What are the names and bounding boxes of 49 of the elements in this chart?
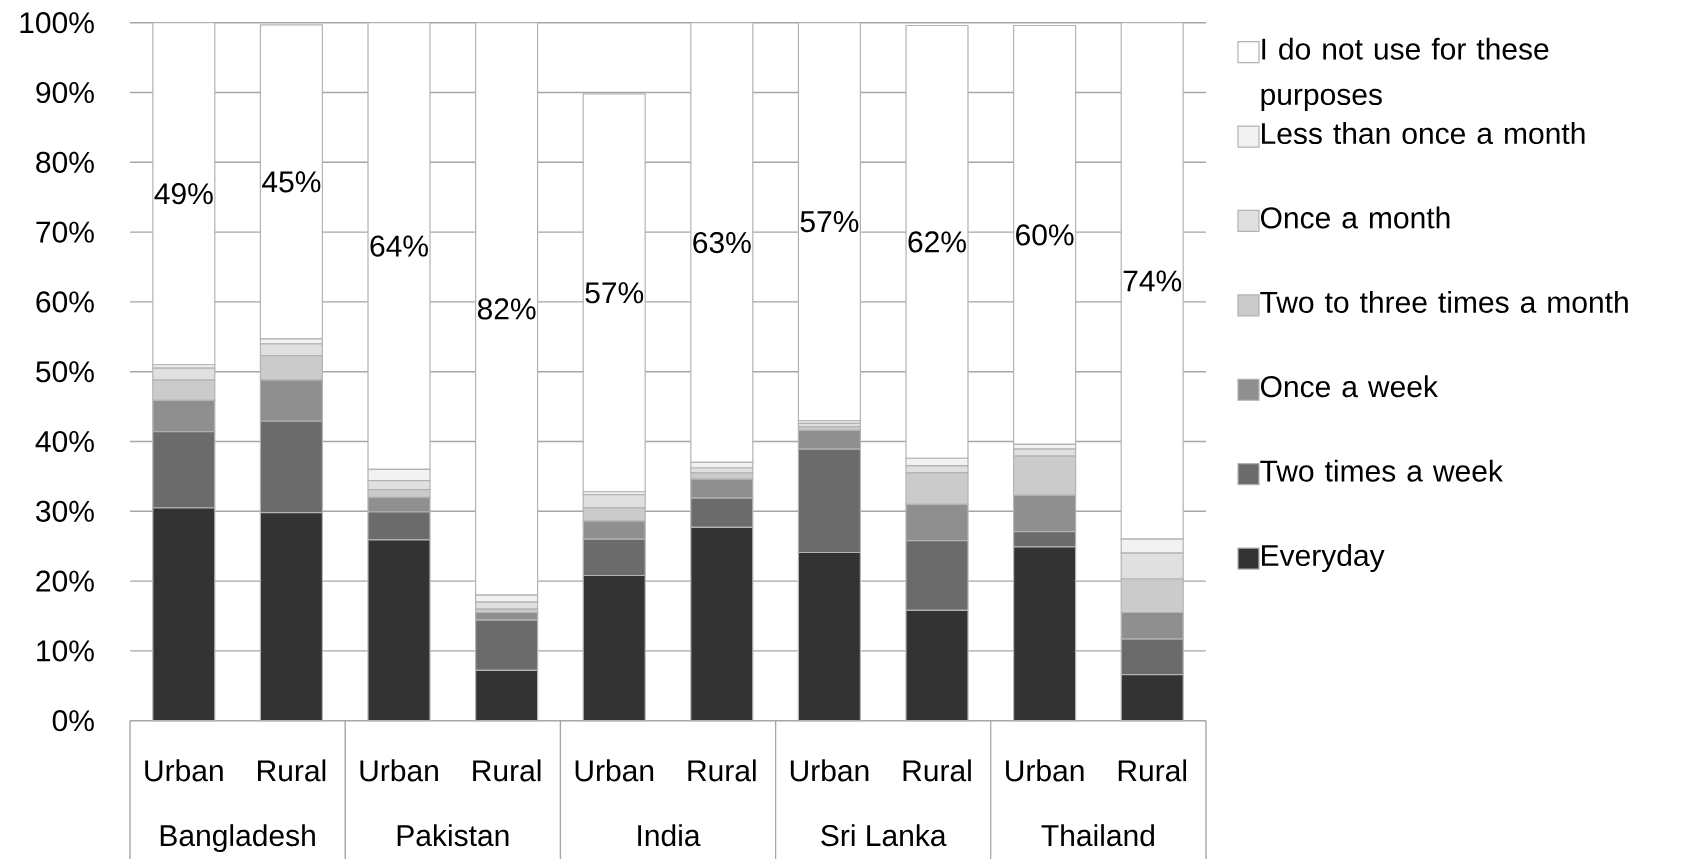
x-tick-label: Urban <box>1006 759 1084 782</box>
data-label: 63% <box>693 231 751 254</box>
legend-label: Two to three times a month <box>1260 290 1628 313</box>
data-label: 74% <box>1123 270 1182 292</box>
data-label: 49% <box>154 183 213 205</box>
x-tick-label: Urban <box>360 759 438 782</box>
y-tick-label: 10% <box>37 640 94 662</box>
bar <box>1013 24 1077 445</box>
y-tick-label: 20% <box>36 570 94 592</box>
bar <box>690 22 754 464</box>
y-tick-label: 60% <box>36 291 94 313</box>
x-tick-label: Rural <box>688 759 756 782</box>
bar <box>152 22 216 366</box>
legend-label: Less than once a month <box>1262 122 1585 145</box>
data-label: 45% <box>262 171 321 193</box>
legend-label: I do not use for these purposes <box>1261 37 1549 112</box>
y-tick-label: 30% <box>36 500 94 522</box>
y-tick-label: 80% <box>36 151 94 173</box>
bar <box>582 93 646 493</box>
y-tick-label: 90% <box>36 81 94 104</box>
x-tick-label: Rural <box>1118 759 1187 782</box>
bar <box>259 24 323 340</box>
x-tick-label: Rural <box>258 759 326 782</box>
bar <box>797 22 861 422</box>
text: Sri Lanka <box>821 824 947 847</box>
data-label: 60% <box>1016 224 1074 246</box>
x-tick-label: Urban <box>145 759 223 782</box>
data-label: 57% <box>800 211 859 233</box>
x-tick-label: Urban <box>575 759 654 782</box>
y-tick-label: 50% <box>36 361 94 383</box>
data-label: 57% <box>585 282 644 304</box>
legend-label: Once a month <box>1260 206 1450 229</box>
x-tick-label: Rural <box>473 759 541 782</box>
x-tick-label: Urban <box>790 759 869 782</box>
x-tick-label: Rural <box>903 759 971 782</box>
legend-label: Once a week <box>1260 375 1438 398</box>
text: Pakistan <box>397 824 509 847</box>
y-tick-label: 70% <box>36 221 94 243</box>
text: India <box>638 824 701 847</box>
text: Bangladesh <box>160 824 315 853</box>
y-tick-label: 40% <box>35 430 94 453</box>
data-label: 82% <box>477 298 536 320</box>
legend-label: Everyday <box>1262 544 1385 573</box>
y-tick-label: 0% <box>52 710 94 732</box>
text: Thailand <box>1041 824 1154 847</box>
data-label: 64% <box>370 235 428 257</box>
data-label: 62% <box>908 231 966 253</box>
legend-label: Two times a week <box>1260 459 1503 482</box>
y-tick-label: 100% <box>20 12 94 34</box>
